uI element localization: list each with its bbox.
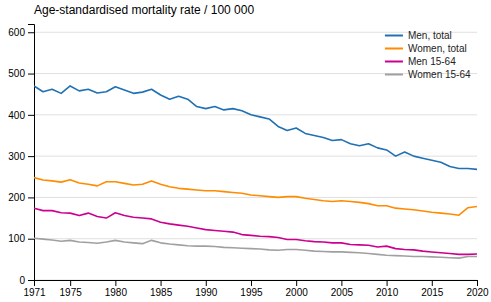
x-tick-label: 1975 — [60, 287, 83, 298]
x-tick: 2010 — [376, 280, 399, 298]
x-tick: 1985 — [150, 280, 173, 298]
legend-label: Women, total — [408, 43, 467, 54]
legend-item: Men 15-64 — [385, 56, 456, 67]
chart-svg: 1971197519801985199019952000200520102015… — [0, 0, 491, 302]
legend-label: Women 15-64 — [408, 69, 471, 80]
x-tick: 1995 — [240, 280, 263, 298]
y-tick-label: 500 — [8, 68, 25, 79]
legend-item: Women, total — [385, 43, 467, 54]
x-tick-label: 2010 — [376, 287, 399, 298]
x-tick-label: 1990 — [195, 287, 218, 298]
grid-line — [34, 197, 477, 198]
y-tick-label: 0 — [19, 275, 25, 286]
x-tick-label: 2015 — [421, 287, 444, 298]
x-tick: 1980 — [105, 280, 128, 298]
series-line — [34, 178, 477, 216]
legend-swatch — [385, 61, 403, 63]
x-tick-label: 2020 — [466, 287, 489, 298]
y-axis: 0 100 200 300 400 500 600 — [8, 25, 34, 286]
lines — [34, 86, 477, 258]
legend-swatch — [385, 48, 403, 50]
y-tick: 100 — [8, 233, 34, 244]
y-tick-mark — [28, 239, 34, 240]
x-tick-label: 2005 — [331, 287, 354, 298]
grid — [34, 32, 477, 280]
y-tick-mark — [28, 156, 34, 157]
y-tick: 0 — [19, 275, 34, 286]
y-tick: 300 — [8, 151, 34, 162]
y-tick-mark — [28, 280, 34, 281]
y-tick: 400 — [8, 110, 34, 121]
legend: Men, total Women, total Men 15-64 Women 15-… — [385, 30, 471, 80]
y-tick: 600 — [8, 27, 34, 38]
plot-area: 1971197519801985199019952000200520102015… — [8, 25, 489, 299]
series-line — [34, 86, 477, 169]
x-tick-label: 2000 — [286, 287, 309, 298]
series-line — [34, 208, 477, 254]
y-tick-mark — [28, 197, 34, 198]
x-tick-mark — [341, 280, 342, 286]
x-tick-label: 1980 — [105, 287, 128, 298]
y-tick-mark — [28, 74, 34, 75]
x-tick-mark — [115, 280, 116, 286]
x-tick-mark — [296, 280, 297, 286]
x-tick-mark — [477, 280, 478, 286]
x-tick: 2005 — [331, 280, 354, 298]
y-tick-label: 200 — [8, 192, 25, 203]
y-tick-label: 300 — [8, 151, 25, 162]
chart-container: 1971197519801985199019952000200520102015… — [0, 0, 491, 302]
y-tick: 500 — [8, 68, 34, 79]
x-tick: 1990 — [195, 280, 218, 298]
x-tick-mark — [432, 280, 433, 286]
x-tick-label: 1985 — [150, 287, 173, 298]
x-axis: 1971 1975 1980 1985 1990 1995 2000 2005 2010 2015… — [23, 280, 489, 298]
x-tick: 1971 — [23, 280, 46, 298]
legend-item: Women 15-64 — [385, 69, 471, 80]
y-tick-label: 600 — [8, 27, 25, 38]
grid-line — [34, 238, 477, 239]
grid-line — [34, 156, 477, 157]
x-tick-mark — [70, 280, 71, 286]
y-tick: 200 — [8, 192, 34, 203]
y-tick-label: 100 — [8, 233, 25, 244]
x-tick-label: 1971 — [23, 287, 46, 298]
x-tick: 2000 — [286, 280, 309, 298]
x-tick-mark — [206, 280, 207, 286]
legend-label: Men, total — [408, 30, 452, 41]
x-tick-label: 1995 — [240, 287, 263, 298]
legend-item: Men, total — [385, 30, 452, 41]
x-tick: 2020 — [466, 280, 489, 298]
x-axis-line — [35, 281, 478, 287]
x-tick-mark — [251, 280, 252, 286]
y-tick-mark — [28, 32, 34, 33]
y-tick-mark — [28, 115, 34, 116]
legend-label: Men 15-64 — [408, 56, 456, 67]
x-tick: 2015 — [421, 280, 444, 298]
chart-title: Age-standardised mortality rate / 100 00… — [34, 3, 254, 17]
y-tick-label: 400 — [8, 110, 25, 121]
x-tick: 1975 — [60, 280, 83, 298]
x-tick-mark — [161, 280, 162, 286]
legend-swatch — [385, 74, 403, 76]
legend-swatch — [385, 35, 403, 37]
y-axis-line — [28, 25, 35, 281]
x-tick-mark — [387, 280, 388, 286]
series-line — [34, 238, 477, 258]
